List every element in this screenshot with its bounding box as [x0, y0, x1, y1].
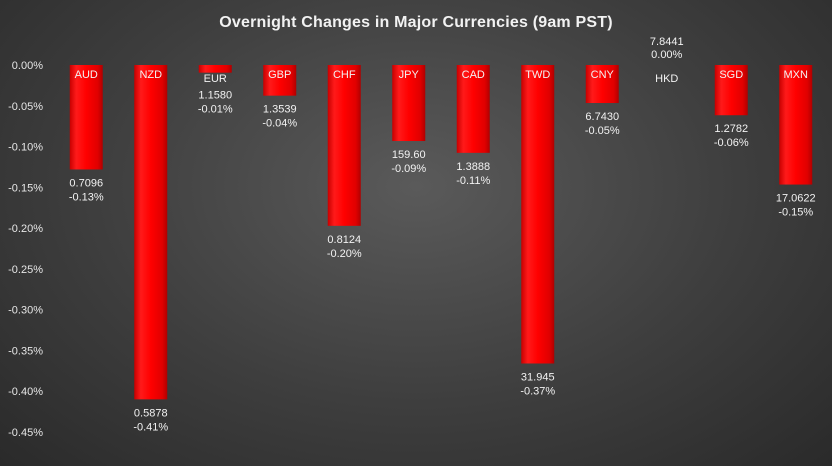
rate-label: 0.8124 [327, 234, 361, 246]
bar-twd [521, 65, 555, 364]
percent-label: -0.13% [69, 191, 104, 203]
bar-sgd [714, 65, 748, 116]
category-label: JPY [399, 69, 420, 81]
bar-mxn [779, 65, 813, 185]
bar-cad [456, 65, 490, 153]
y-tick-label: -0.25% [8, 264, 43, 276]
y-tick-label: -0.35% [8, 345, 43, 357]
category-label: MXN [784, 69, 809, 81]
y-axis: 0.00% -0.05% -0.10% -0.15% -0.20% -0.25% -0.30… [8, 60, 43, 439]
percent-label: -0.20% [327, 248, 362, 260]
category-label: CNY [591, 69, 615, 81]
category-label: CAD [462, 69, 485, 81]
bar-cny [585, 65, 619, 104]
category-label: GBP [268, 69, 291, 81]
y-tick-label: -0.05% [8, 101, 43, 113]
rate-label: 1.2782 [714, 123, 748, 135]
data-labels: AUD 0.7096 -0.13% NZD 0.5878 -0.41% EUR 1.1580 -… [69, 36, 816, 433]
percent-label: -0.01% [198, 104, 233, 116]
percent-label: -0.11% [456, 175, 490, 187]
percent-label: -0.15% [778, 207, 813, 219]
category-label: AUD [75, 69, 98, 81]
bars [69, 65, 813, 400]
rate-label: 1.3888 [456, 161, 490, 173]
category-label: TWD [525, 69, 550, 81]
bar-jpy [392, 65, 426, 142]
y-tick-label: -0.20% [8, 223, 43, 235]
rate-label: 31.945 [521, 371, 555, 383]
percent-label: -0.05% [585, 125, 620, 137]
rate-label: 0.5878 [134, 407, 168, 419]
percent-label: 0.00% [651, 49, 682, 61]
percent-label: -0.41% [133, 421, 168, 433]
percent-label: -0.09% [391, 163, 426, 175]
category-label: NZD [139, 69, 162, 81]
percent-label: -0.37% [520, 385, 555, 397]
y-tick-label: -0.40% [8, 386, 43, 398]
bar-eur [198, 65, 232, 73]
y-tick-label: -0.10% [8, 142, 43, 154]
y-tick-label: -0.30% [8, 305, 43, 317]
y-tick-label: 0.00% [12, 60, 43, 72]
rate-label: 159.60 [392, 149, 426, 161]
category-label: CHF [333, 69, 356, 81]
rate-label: 0.7096 [69, 177, 103, 189]
y-tick-label: -0.45% [8, 427, 43, 439]
bar-gbp [263, 65, 297, 96]
category-label: HKD [655, 73, 678, 85]
chart-title: Overnight Changes in Major Currencies (9… [219, 14, 613, 31]
rate-label: 7.8441 [650, 36, 684, 48]
category-label: EUR [204, 73, 227, 85]
rate-label: 17.0622 [776, 193, 816, 205]
bar-chf [327, 65, 361, 226]
rate-label: 6.7430 [585, 111, 619, 123]
y-tick-label: -0.15% [8, 182, 43, 194]
category-label: SGD [719, 69, 743, 81]
percent-label: -0.04% [262, 118, 297, 130]
bar-nzd [134, 65, 168, 400]
rate-label: 1.1580 [198, 90, 232, 102]
bar-aud [69, 65, 103, 170]
rate-label: 1.3539 [263, 104, 297, 116]
percent-label: -0.06% [714, 137, 749, 149]
